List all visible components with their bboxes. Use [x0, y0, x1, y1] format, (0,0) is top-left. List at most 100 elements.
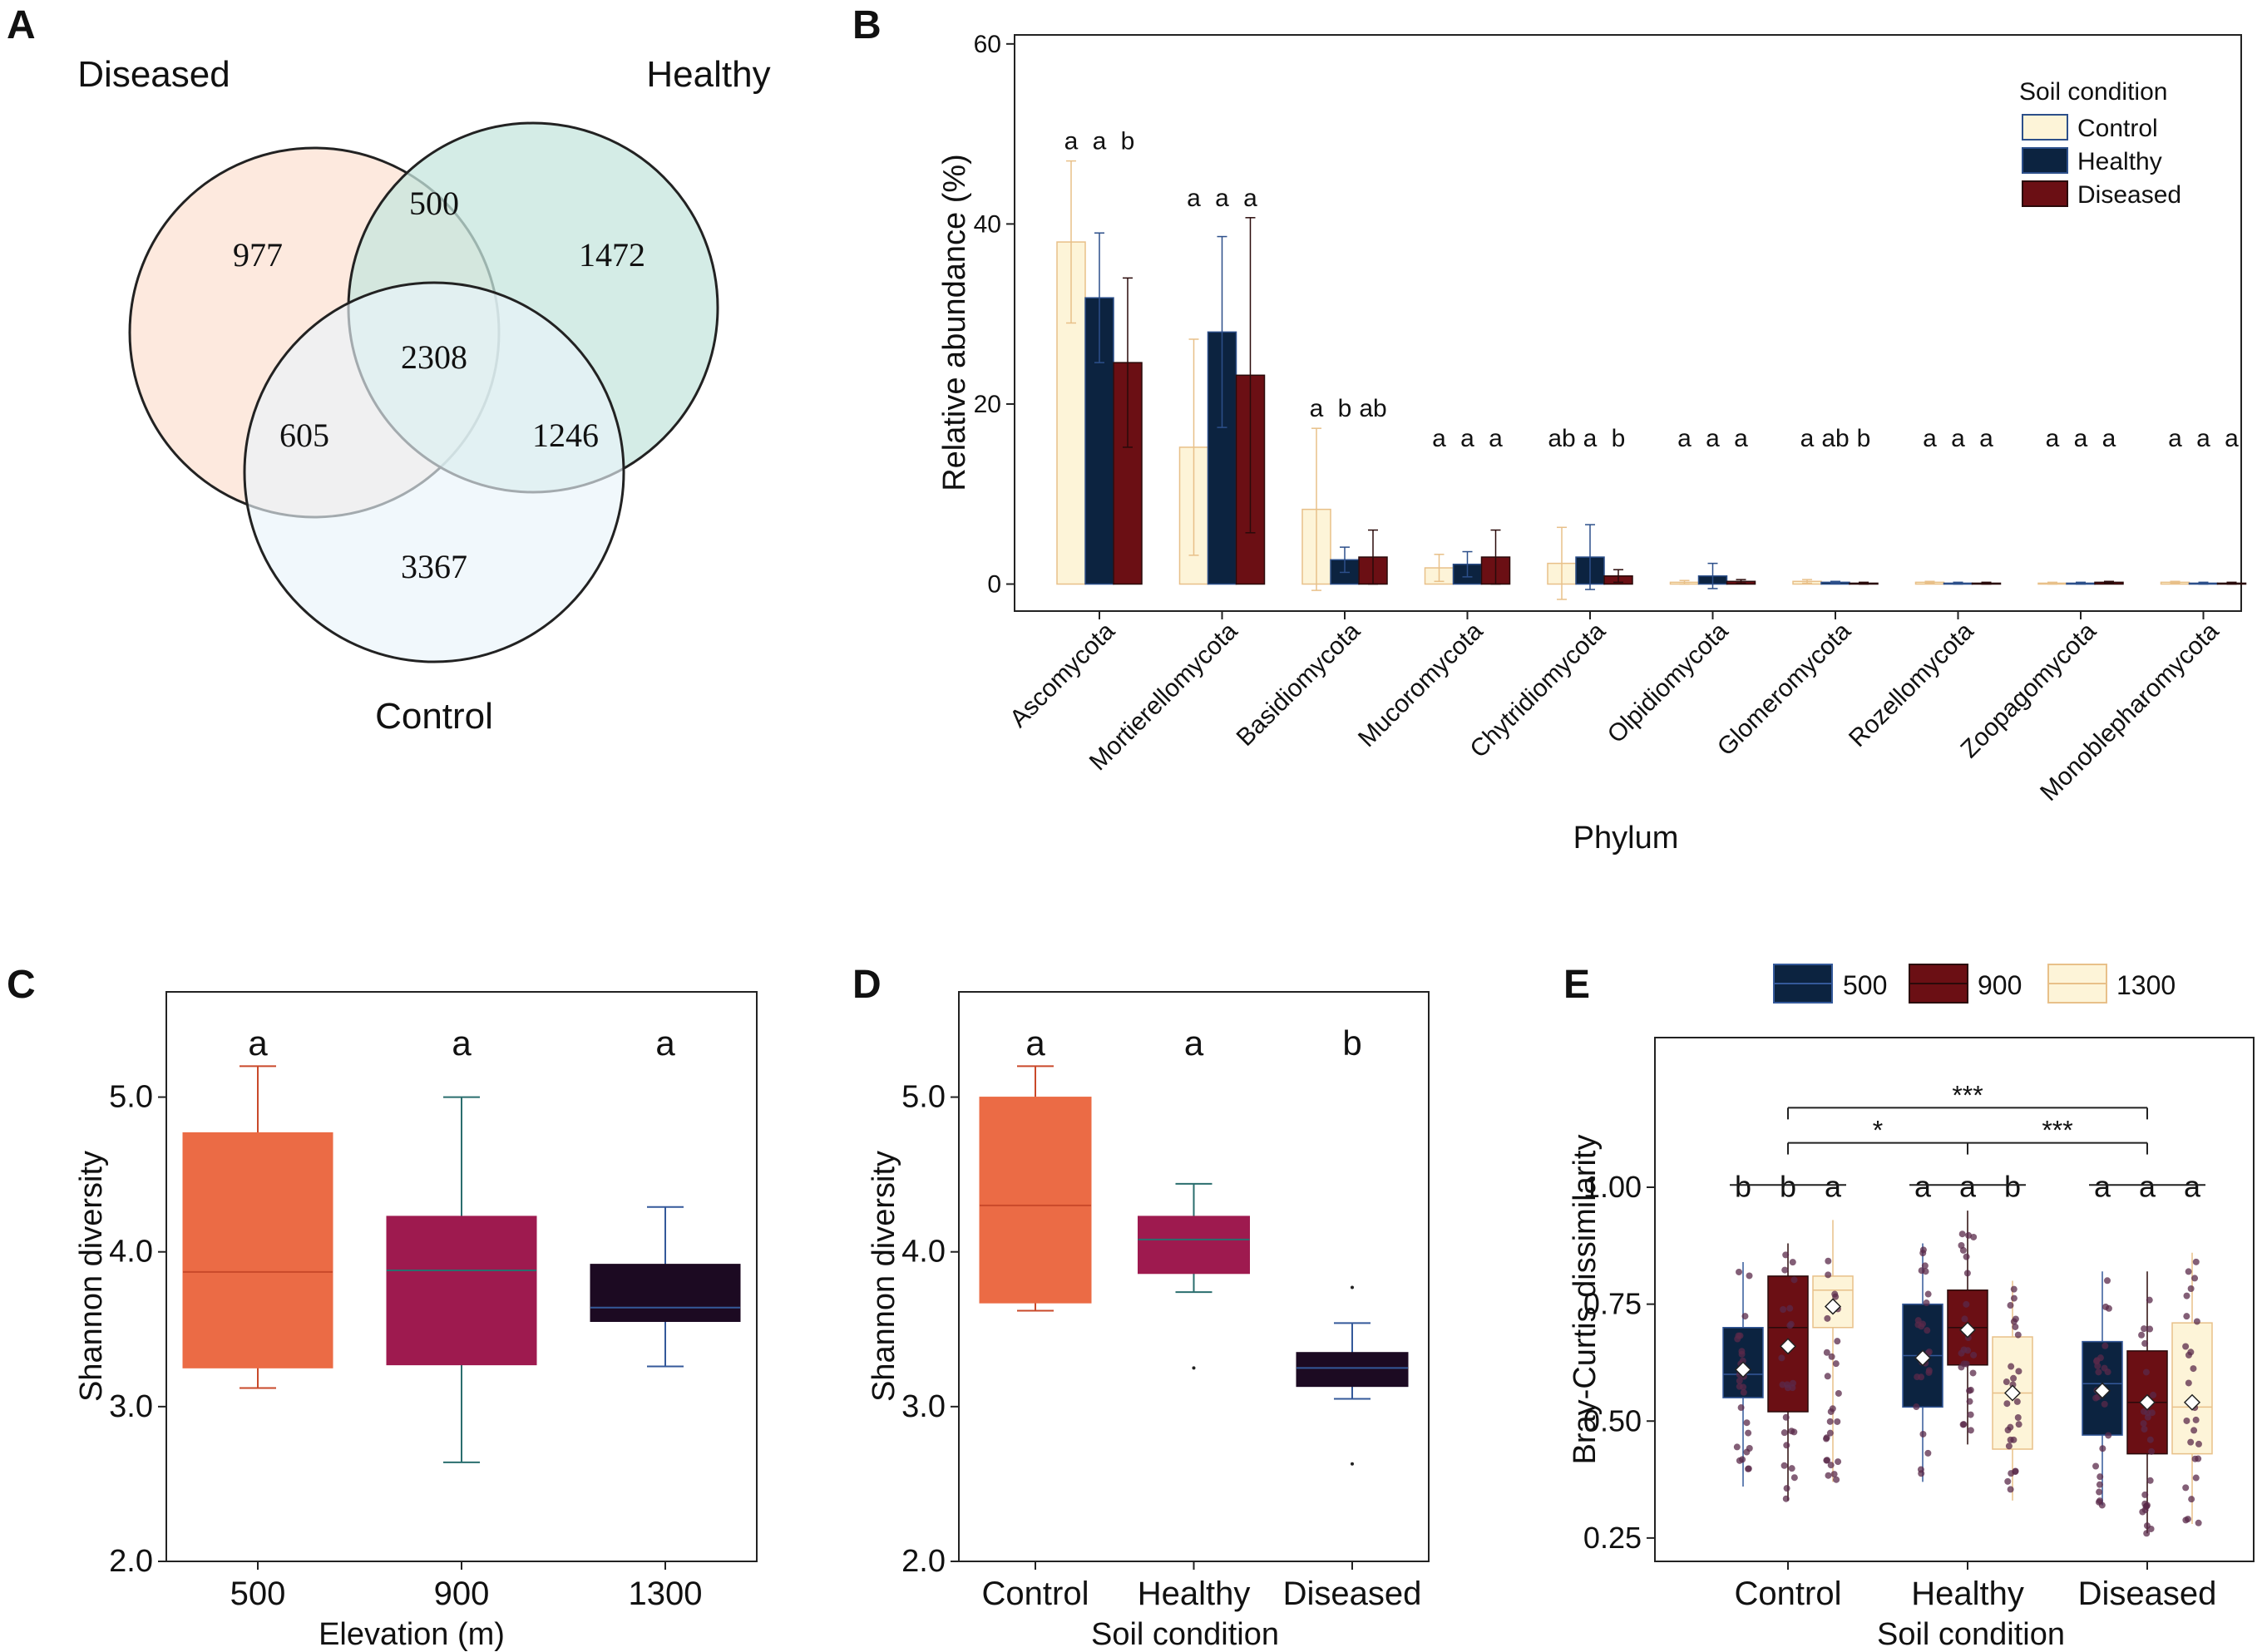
- significance-letter: a: [1800, 425, 1815, 452]
- data-point: [2143, 1502, 2151, 1510]
- y-axis-title-b: Relative abundance (%): [937, 154, 972, 491]
- venn-value-healthy-only: 1472: [579, 236, 645, 274]
- data-point: [1970, 1351, 1978, 1359]
- legend-title-b: Soil condition: [2019, 78, 2167, 106]
- data-point: [1824, 1457, 1831, 1464]
- venn-value-diseased-healthy: 500: [409, 185, 459, 222]
- box: [386, 1216, 537, 1366]
- box: [1296, 1352, 1409, 1388]
- mean-marker: [1734, 1361, 1752, 1378]
- data-point: [1914, 1373, 1921, 1381]
- data-point: [2193, 1318, 2200, 1325]
- data-point: [2010, 1285, 2018, 1293]
- data-point: [1925, 1367, 1933, 1374]
- data-point: [2007, 1423, 2014, 1431]
- data-point: [2182, 1516, 2190, 1524]
- significance-letter: b: [1780, 1169, 1796, 1203]
- data-point: [2141, 1491, 2149, 1498]
- data-point: [1914, 1317, 1922, 1324]
- y-tick-label-e: 0.25: [1583, 1521, 1642, 1555]
- venn-value-healthy-control: 1246: [532, 417, 599, 454]
- significance-letter: a: [1187, 185, 1201, 212]
- significance-letter: a: [1460, 425, 1474, 452]
- data-point: [1738, 1348, 1746, 1355]
- data-point: [1743, 1419, 1751, 1427]
- data-point: [2010, 1436, 2018, 1443]
- panel-letter-e: E: [1563, 963, 1590, 1007]
- significance-letter: ab: [1548, 425, 1575, 452]
- x-tick-label-e: Healthy: [1911, 1576, 2024, 1612]
- significance-stars: *: [1873, 1116, 1883, 1146]
- data-point: [1825, 1472, 1832, 1479]
- data-point: [1969, 1369, 1977, 1377]
- data-point: [1825, 1257, 1832, 1265]
- bars-b: [1056, 160, 2247, 600]
- significance-letter: a: [2196, 425, 2210, 452]
- boxes-c: 2.0 3.0 4.0 5.0 a 500 a 900 a 1300: [109, 1023, 741, 1612]
- data-point: [1824, 1314, 1831, 1322]
- data-point: [1782, 1251, 1790, 1259]
- y-tick-label: 4.0: [901, 1235, 946, 1270]
- significance-letter: a: [1215, 185, 1229, 212]
- significance-letter: a: [2184, 1169, 2201, 1203]
- significance-stars: ***: [2042, 1116, 2072, 1146]
- mean-marker: [1779, 1338, 1797, 1355]
- significance-letter: a: [1310, 395, 1324, 422]
- data-point: [1924, 1449, 1932, 1457]
- data-point: [1779, 1381, 1786, 1388]
- data-point: [2187, 1285, 2195, 1292]
- data-point: [2182, 1484, 2190, 1492]
- significance-stars: ***: [1952, 1080, 1983, 1110]
- data-point: [2187, 1349, 2195, 1356]
- data-point: [2141, 1408, 2148, 1415]
- data-point: [1970, 1233, 1978, 1240]
- data-point: [1789, 1379, 1796, 1387]
- data-point: [1963, 1300, 1970, 1308]
- data-point: [1783, 1442, 1790, 1449]
- data-point: [1832, 1360, 1840, 1368]
- y-tick-label: 3.0: [901, 1389, 946, 1424]
- data-point: [2192, 1474, 2200, 1482]
- data-point: [2183, 1417, 2190, 1424]
- significance-letter: a: [2102, 425, 2116, 452]
- data-point: [2015, 1368, 2022, 1375]
- y-tick-label: 2.0: [109, 1544, 153, 1579]
- data-point: [1786, 1304, 1794, 1312]
- data-point: [1824, 1373, 1831, 1380]
- legend-swatch-healthy: [2022, 147, 2068, 174]
- boxplot-elevation: 2.0 3.0 4.0 5.0 a 500 a 900 a 1300 Shannon divers…: [74, 991, 758, 1652]
- venn-value-control-only: 3367: [401, 548, 467, 585]
- box: [590, 1264, 741, 1322]
- data-point: [1780, 1306, 1787, 1314]
- panel-letter-c: C: [7, 963, 36, 1007]
- data-point: [2141, 1426, 2148, 1433]
- data-point: [2015, 1421, 2022, 1428]
- data-point: [2014, 1414, 2022, 1421]
- x-tick-label: 900: [434, 1576, 490, 1612]
- legend-swatch-diseased: [2022, 180, 2068, 207]
- venn-diagram: Diseased Healthy Control 977 1472 3367 5…: [77, 54, 770, 737]
- significance-letter: a: [1583, 425, 1598, 452]
- data-point: [2138, 1331, 2146, 1339]
- data-point: [2012, 1323, 2019, 1330]
- data-point: [2007, 1486, 2014, 1493]
- significance-letter: a: [2225, 425, 2239, 452]
- x-tick-label-b: Mucoromycota: [1353, 617, 1489, 752]
- data-point: [1736, 1383, 1743, 1390]
- data-point: [1736, 1268, 1743, 1275]
- x-tick-label-b: Basidiomycota: [1232, 617, 1366, 752]
- data-point: [1784, 1381, 1791, 1388]
- y-tick-label: 5.0: [109, 1080, 153, 1115]
- data-point: [1833, 1476, 1840, 1483]
- data-point: [1923, 1299, 1930, 1307]
- data-point: [2004, 1477, 2012, 1485]
- data-point: [1960, 1360, 1968, 1368]
- y-tick-label-b: 0: [987, 571, 1001, 599]
- data-point: [2192, 1416, 2200, 1423]
- data-point: [1963, 1270, 1971, 1277]
- data-point: [1835, 1458, 1842, 1466]
- y-tick-label-e: 0.50: [1583, 1403, 1642, 1437]
- data-point: [2103, 1277, 2111, 1285]
- data-point: [1827, 1408, 1835, 1415]
